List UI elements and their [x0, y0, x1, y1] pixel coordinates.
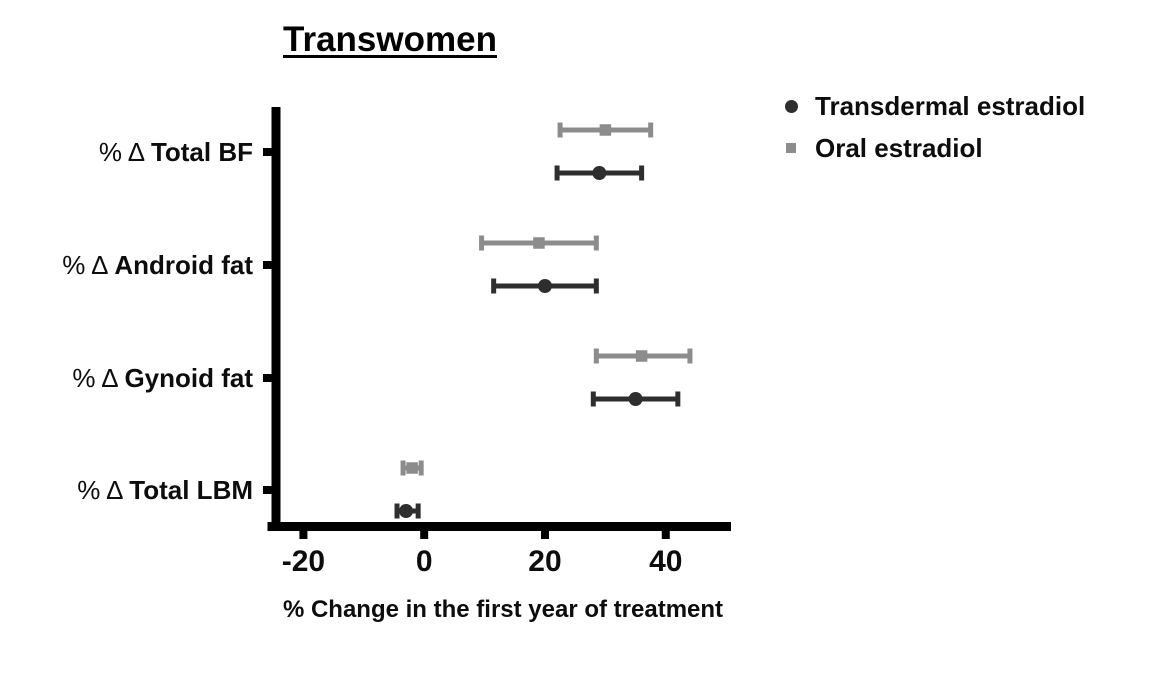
x-tick-label: 40 [649, 545, 682, 578]
category-label: % Δ Total LBM [77, 475, 253, 505]
legend-label-oral-estradiol: Oral estradiol [815, 132, 983, 163]
data-point-circle [399, 504, 414, 518]
legend-marker-box [783, 140, 799, 156]
data-point-circle [592, 166, 607, 180]
legend-item-transdermal-estradiol: Transdermal estradiol [783, 88, 1085, 124]
data-point-square [635, 350, 648, 362]
category-label: % Δ Gynoid fat [72, 363, 253, 393]
data-point-square [533, 237, 545, 249]
circle-marker-icon [784, 99, 798, 113]
data-point-square [599, 124, 612, 136]
legend: Transdermal estradiol Oral estradiol [783, 88, 1085, 166]
x-tick-label: 0 [416, 545, 433, 578]
square-marker-icon [786, 143, 796, 153]
category-label: % Δ Total BF [99, 137, 253, 167]
legend-item-oral-estradiol: Oral estradiol [783, 130, 1085, 166]
category-label: % Δ Android fat [62, 250, 253, 280]
x-tick-label: -20 [282, 545, 325, 578]
legend-label-transdermal-estradiol: Transdermal estradiol [815, 90, 1086, 121]
data-point-square [406, 462, 418, 474]
legend-marker-box [783, 98, 799, 114]
data-point-circle [537, 279, 552, 293]
x-tick-label: 20 [528, 545, 561, 578]
x-axis-label: % Change in the first year of treatment [282, 596, 724, 623]
data-point-circle [628, 392, 643, 406]
chart-title: Transwomen [283, 20, 497, 59]
